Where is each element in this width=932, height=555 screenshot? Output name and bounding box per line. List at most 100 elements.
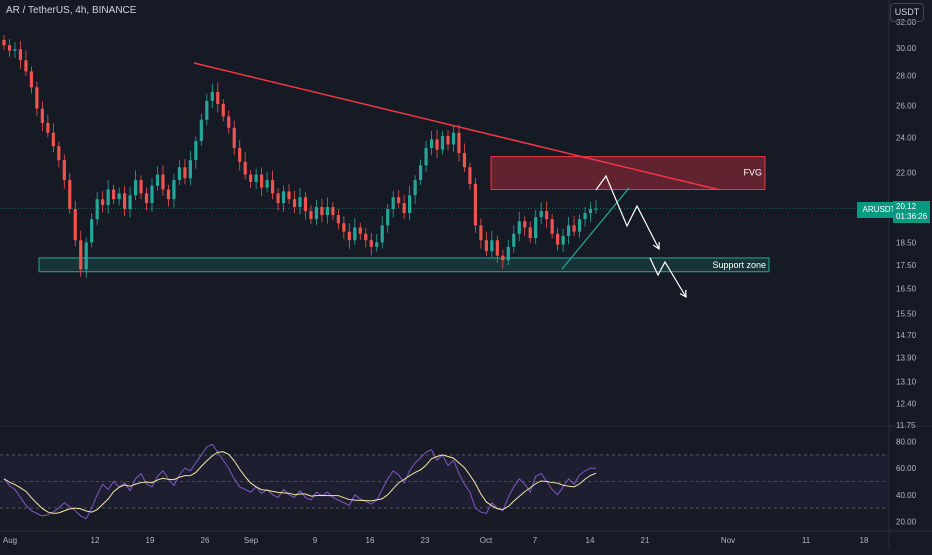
candle-body	[424, 147, 428, 166]
candle-body	[517, 221, 521, 234]
projection-path-primary-arrowhead	[652, 241, 660, 251]
candle-body	[435, 139, 439, 150]
candle-body	[232, 127, 236, 148]
candle-body	[172, 180, 176, 200]
candle-body	[79, 240, 83, 270]
candle-body	[451, 132, 456, 145]
candle-body	[572, 225, 576, 232]
candle-body	[287, 191, 291, 200]
price-axis-label: 32.00	[896, 18, 917, 27]
candle-body	[18, 49, 23, 61]
price-axis-label: 22.00	[896, 169, 917, 178]
candle-body	[331, 207, 335, 216]
candle-body	[205, 100, 209, 120]
candle-body	[512, 233, 516, 247]
candle-body	[490, 240, 494, 252]
candle-body	[583, 213, 587, 220]
candle-body	[369, 240, 373, 247]
candle-body	[550, 219, 554, 234]
candle-body	[309, 211, 313, 220]
currency-button[interactable]: USDT	[890, 3, 924, 22]
rsi-line	[3, 443, 596, 520]
descending-trendline	[193, 62, 719, 191]
time-axis-label: 19	[146, 536, 155, 545]
candle-body	[418, 165, 423, 181]
candle-body	[375, 242, 379, 247]
rsi-axis-label: 40.00	[896, 491, 917, 500]
price-axis-label: 16.50	[896, 284, 917, 293]
candle-body	[358, 227, 362, 234]
candle-body	[106, 189, 110, 206]
candle-body	[62, 160, 66, 181]
candle-body	[188, 160, 192, 179]
candle-body	[122, 193, 127, 210]
price-axis-label: 18.50	[896, 238, 917, 247]
candle-body	[2, 39, 6, 46]
candle-body	[29, 71, 34, 88]
candle-body	[40, 108, 44, 123]
candle-body	[545, 211, 549, 220]
candle-body	[7, 45, 12, 51]
rsi-axis-label: 60.00	[896, 464, 917, 473]
candle-body	[260, 174, 264, 188]
candle-body	[117, 193, 121, 200]
candle-body	[353, 227, 357, 241]
candle-body	[227, 116, 231, 128]
candle-body	[523, 221, 527, 228]
rsi-axis-label: 20.00	[896, 517, 917, 526]
candle-body	[457, 132, 461, 154]
candle-body	[276, 193, 280, 204]
fvg-label: FVG	[743, 168, 762, 178]
candle-body	[397, 197, 401, 204]
last-price-value: 20.12	[896, 202, 917, 211]
candle-body	[342, 223, 346, 232]
candle-body	[577, 219, 582, 232]
candle-body	[506, 246, 510, 261]
ascending-trendline	[561, 187, 630, 270]
price-axis-label: 30.00	[896, 44, 917, 53]
candle-body	[128, 195, 132, 210]
time-axis-label: 23	[421, 536, 430, 545]
interval-label: 4h	[70, 5, 87, 16]
candle-body	[73, 209, 77, 241]
candle-body	[35, 87, 39, 109]
candle-body	[413, 180, 417, 196]
candle-body	[325, 207, 330, 216]
candle-body	[194, 141, 198, 161]
price-axis-label: 12.40	[896, 399, 917, 408]
candle-body	[249, 174, 253, 182]
candle-body	[265, 180, 269, 188]
candle-body	[238, 147, 242, 162]
time-axis-label: Oct	[480, 536, 493, 545]
candle-body	[566, 225, 571, 236]
candle-body	[446, 136, 450, 145]
price-axis-label: 17.50	[896, 261, 917, 270]
candle-body	[155, 174, 160, 186]
candle-body	[484, 240, 488, 252]
time-axis-label: 16	[366, 536, 375, 545]
candle-body	[298, 197, 302, 208]
candle-body	[347, 231, 351, 241]
candle-body	[534, 217, 538, 239]
candle-body	[561, 235, 565, 245]
candle-body	[112, 189, 116, 200]
time-axis-label: 7	[533, 536, 538, 545]
candle-body	[320, 207, 324, 216]
time-axis-label: 11	[802, 536, 811, 545]
candle-body	[314, 207, 319, 220]
time-axis-label: 26	[201, 536, 210, 545]
candle-body	[479, 225, 483, 241]
last-price-tag: 20.12 01:36:26	[893, 201, 930, 223]
time-axis-label: 14	[586, 536, 595, 545]
price-axis-label: 28.00	[896, 72, 917, 81]
time-axis-label: Nov	[721, 536, 735, 545]
candle-body	[166, 189, 171, 200]
price-axis-label: 13.10	[896, 377, 917, 386]
candle-body	[501, 255, 505, 261]
candle-body	[95, 199, 99, 220]
support-zone-label: Support zone	[712, 260, 766, 270]
projection-path-secondary	[649, 257, 687, 298]
candle-body	[139, 180, 143, 194]
